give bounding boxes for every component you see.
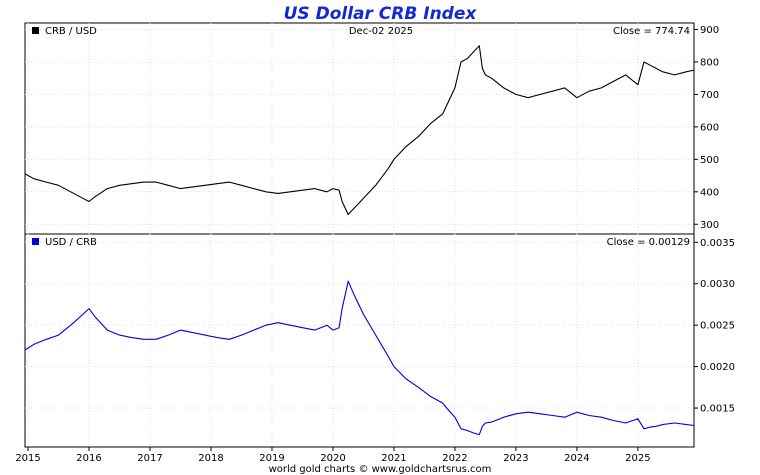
- upper-legend-label: CRB / USD: [45, 26, 97, 37]
- grid-layer: [25, 23, 694, 447]
- chart-title: US Dollar CRB Index: [284, 4, 478, 24]
- y-tick-label: 300: [700, 220, 719, 231]
- y-tick-label: 0.0015: [700, 404, 735, 415]
- x-tick-label: 2018: [198, 453, 223, 464]
- y-tick-layer: 300 400 500 600 700 800 900 0.0015 0.0020 0.0025 0…: [694, 25, 735, 415]
- y-tick-label: 0.0025: [700, 321, 735, 332]
- lower-legend-swatch: [32, 238, 39, 245]
- x-tick-label: 2019: [259, 453, 284, 464]
- y-tick-label: 0.0035: [700, 238, 735, 249]
- usd-crb-series-line: [24, 280, 695, 436]
- y-tick-label: 800: [700, 57, 719, 68]
- x-tick-label: 2016: [76, 453, 101, 464]
- lower-panel-frame: [24, 233, 695, 448]
- y-tick-label: 500: [700, 155, 719, 166]
- crb-usd-series-line: [24, 45, 695, 216]
- upper-close-label: Close = 774.74: [613, 26, 690, 37]
- x-tick-layer: 2015 2016 2017 2018 2019 2020 2021 2022 2023 2024…: [15, 447, 651, 464]
- y-tick-label: 900: [700, 25, 719, 36]
- upper-legend-swatch: [32, 27, 39, 34]
- upper-date-label: Dec-02 2025: [349, 26, 413, 37]
- x-tick-label: 2020: [320, 453, 345, 464]
- x-tick-label: 2025: [625, 453, 650, 464]
- footer-credit: world gold charts © www.goldchartsrus.co…: [269, 464, 492, 475]
- y-tick-label: 700: [700, 90, 719, 101]
- x-tick-label: 2015: [15, 453, 40, 464]
- y-tick-label: 400: [700, 187, 719, 198]
- series-layer: [24, 45, 695, 436]
- x-tick-label: 2017: [137, 453, 162, 464]
- x-tick-label: 2024: [564, 453, 589, 464]
- y-tick-label: 0.0030: [700, 279, 735, 290]
- x-tick-label: 2022: [442, 453, 467, 464]
- lower-legend-label: USD / CRB: [45, 237, 97, 248]
- y-tick-label: 0.0020: [700, 362, 735, 373]
- y-tick-label: 600: [700, 122, 719, 133]
- x-tick-label: 2021: [381, 453, 406, 464]
- lower-close-label: Close = 0.00129: [607, 237, 690, 248]
- x-tick-label: 2023: [503, 453, 528, 464]
